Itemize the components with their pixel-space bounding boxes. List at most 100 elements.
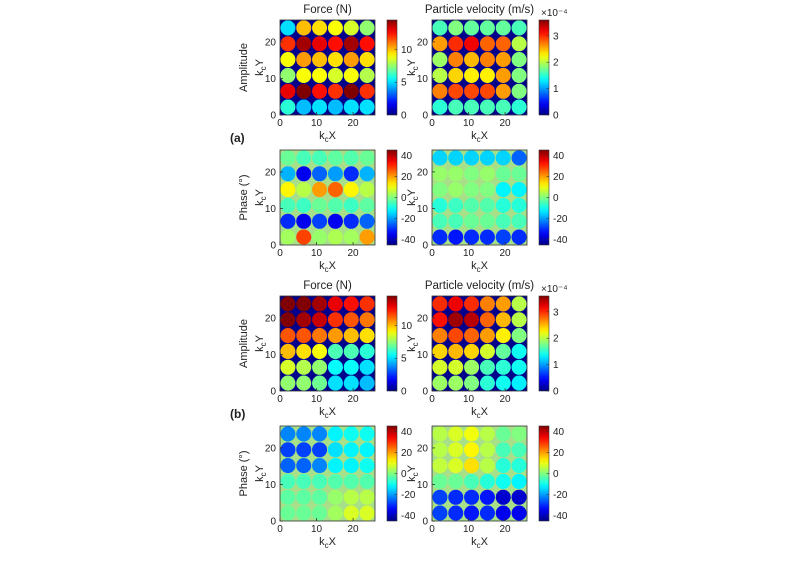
colorbar-tick-label: 20	[553, 448, 565, 459]
heatmap-cell	[432, 296, 448, 312]
y-tick-label: 20	[417, 443, 429, 454]
heatmap-cell	[343, 375, 359, 391]
y-tick-label: 20	[417, 37, 429, 48]
heatmap-cell	[479, 473, 495, 489]
heatmap-cell	[343, 150, 359, 166]
heatmap-cell	[448, 213, 464, 229]
heatmap-cell	[296, 359, 312, 375]
heatmap-cell	[464, 375, 480, 391]
heatmap-cell	[312, 458, 328, 474]
heatmap-cell	[359, 505, 375, 521]
heatmap-cell	[296, 375, 312, 391]
heatmap-cell	[432, 182, 448, 198]
y-tick-label: 10	[417, 74, 429, 85]
heatmap-cell	[464, 328, 480, 344]
heatmap-cell	[432, 473, 448, 489]
heatmap-cell	[296, 36, 312, 52]
heatmap-cell	[280, 83, 296, 99]
heatmap-cell	[343, 99, 359, 115]
heatmap-cell	[312, 150, 328, 166]
heatmap-cell	[327, 150, 343, 166]
x-axis-label: kcX	[319, 536, 337, 550]
heatmap-cell	[448, 343, 464, 359]
colorbar-tick-label: 0	[401, 387, 407, 398]
plot-frame	[279, 425, 376, 522]
heatmap-cell	[296, 296, 312, 312]
heatmap-cell	[448, 458, 464, 474]
colorbar-tick-label: -20	[401, 490, 416, 501]
heatmap-cell	[464, 67, 480, 83]
heatmap-cell	[359, 67, 375, 83]
colorbar-tick-label: 2	[553, 334, 559, 345]
heatmap-cell	[432, 328, 448, 344]
colorbar-exponent: ×10⁻⁴	[541, 284, 568, 295]
heatmap-cell	[312, 375, 328, 391]
heatmap-panel: 0 10 20 0 10 20 kcX kcY Force (N) 0 5 10	[254, 280, 413, 420]
heatmap-cell	[327, 20, 343, 36]
heatmap-cell	[511, 213, 527, 229]
heatmap-cell	[296, 83, 312, 99]
heatmap-cell	[343, 83, 359, 99]
y-axis-label: kcY	[254, 188, 268, 206]
heatmap-cell	[479, 312, 495, 328]
heatmap-cell	[511, 166, 527, 182]
heatmap-cell	[448, 426, 464, 442]
heatmap-cell	[432, 343, 448, 359]
heatmap-cell	[464, 83, 480, 99]
heatmap-cell	[296, 473, 312, 489]
heatmap-cell	[432, 20, 448, 36]
heatmap-cell	[511, 505, 527, 521]
y-tick-label: 0	[422, 241, 428, 252]
heatmap-cell	[343, 458, 359, 474]
heatmap-cell	[479, 67, 495, 83]
heatmap-cell	[359, 99, 375, 115]
heatmap-panel: 0 10 20 0 10 20 kcX kcY 40 20 0 -20 -40	[406, 425, 568, 550]
x-tick-label: 20	[500, 394, 512, 405]
heatmap-panel: 0 10 20 0 10 20 kcX kcY 40 20 0 -20 -40	[254, 149, 416, 274]
heatmap-cell	[280, 197, 296, 213]
heatmap-cell	[280, 458, 296, 474]
x-tick-label: 20	[348, 524, 360, 535]
heatmap-cell	[511, 442, 527, 458]
y-axis-label: kcY	[406, 58, 420, 76]
heatmap-cell	[359, 312, 375, 328]
heatmap-cell	[464, 150, 480, 166]
heatmap-cell	[359, 359, 375, 375]
heatmap-cell	[495, 505, 511, 521]
heatmap-cell	[359, 458, 375, 474]
heatmap-cell	[327, 296, 343, 312]
row-label: Amplitude	[238, 43, 250, 92]
heatmap-cell	[296, 343, 312, 359]
y-tick-label: 20	[417, 167, 429, 178]
heatmap-cell	[327, 375, 343, 391]
heatmap-cell	[479, 52, 495, 68]
heatmap-cell	[327, 213, 343, 229]
heatmap-cell	[511, 473, 527, 489]
y-tick-label: 0	[422, 517, 428, 528]
heatmap-cell	[296, 197, 312, 213]
heatmap-cell	[479, 197, 495, 213]
heatmap-cell	[479, 99, 495, 115]
heatmap-cell	[343, 229, 359, 245]
y-axis-label: kcY	[406, 464, 420, 482]
x-tick-label: 10	[311, 394, 323, 405]
heatmap-cell	[280, 166, 296, 182]
heatmap-cell	[495, 296, 511, 312]
panel-title: Particle velocity (m/s)	[425, 280, 534, 292]
group-tag: (b)	[230, 407, 245, 421]
heatmap-cell	[448, 197, 464, 213]
x-tick-label: 20	[500, 118, 512, 129]
heatmap-cell	[479, 36, 495, 52]
colorbar	[538, 295, 550, 392]
heatmap-cell	[280, 150, 296, 166]
heatmap-cell	[479, 229, 495, 245]
panel-title: Force (N)	[303, 4, 352, 16]
heatmap-cell	[432, 36, 448, 52]
heatmap-cell	[495, 343, 511, 359]
colorbar-tick-label: 0	[401, 111, 407, 122]
heatmap-cell	[432, 229, 448, 245]
colorbar-tick-label: -40	[401, 235, 416, 246]
heatmap-panel: 0 10 20 0 10 20 kcX kcY 40 20 0 -20 -40	[406, 149, 568, 274]
heatmap-cell	[327, 197, 343, 213]
heatmap-cell	[280, 375, 296, 391]
